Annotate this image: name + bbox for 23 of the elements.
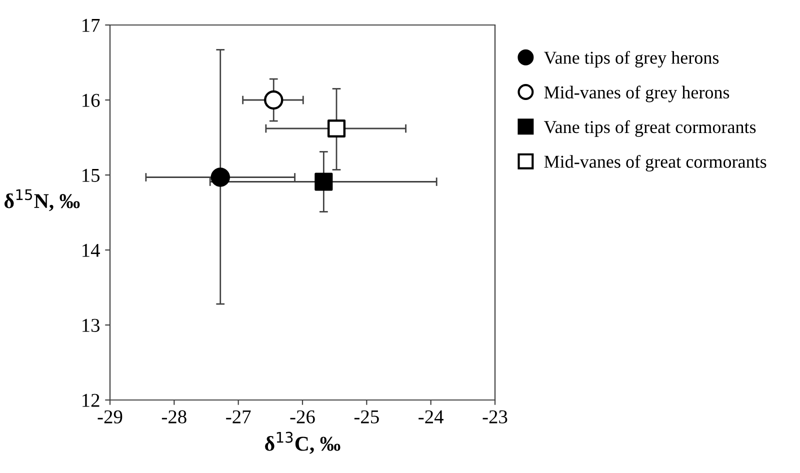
legend-label: Vane tips of grey herons <box>544 50 719 68</box>
point <box>314 172 333 191</box>
x-axis-title: δ$^{13}$C, ‰ <box>265 432 340 454</box>
point <box>210 168 230 187</box>
x-tick-label: -23 <box>482 410 508 424</box>
y-tick-label: 16 <box>82 94 100 107</box>
legend-label: Mid-vanes of grey herons <box>544 86 730 102</box>
point <box>327 119 346 138</box>
point <box>264 90 284 110</box>
x-tick-label: -27 <box>226 410 251 424</box>
x-tick-label: -28 <box>162 410 186 424</box>
y-tick-label: 14 <box>82 244 100 257</box>
x-tick-label: -24 <box>418 410 444 424</box>
y-axis-title: δ$^{15}$N, ‰ <box>4 189 80 212</box>
y-tick-label: 12 <box>82 394 100 407</box>
legend-label: Vane tips of great cormorants <box>544 120 756 137</box>
x-tick-label: -25 <box>354 410 379 424</box>
y-tick-label: 13 <box>82 318 100 332</box>
x-tick-label: -29 <box>98 410 122 424</box>
y-tick-label: 15 <box>82 168 100 182</box>
legend-label: Mid-vanes of great cormorants <box>544 154 766 172</box>
y-tick-label: 17 <box>82 18 100 32</box>
x-tick-label: -26 <box>290 410 315 424</box>
